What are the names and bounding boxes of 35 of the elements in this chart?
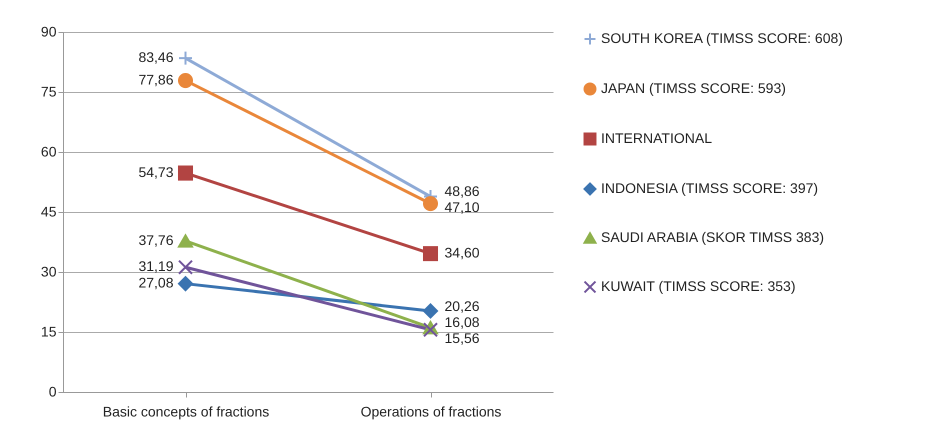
y-tick-label: 15 (40, 324, 57, 340)
x-tick-label: Basic concepts of fractions (102, 404, 270, 420)
point (178, 50, 194, 66)
y-tick-label: 30 (40, 264, 57, 280)
data-label: 83,46 (138, 49, 174, 66)
data-label: 16,08 (444, 314, 480, 330)
data-label: 15,56 (444, 330, 480, 346)
point (178, 276, 194, 292)
data-label: 47,10 (444, 199, 480, 216)
y-tick-label: 0 (48, 384, 57, 400)
point (422, 246, 438, 262)
data-label: 27,08 (138, 274, 174, 291)
legend-label: SOUTH KOREA (TIMSS SCORE: 608) (601, 30, 843, 46)
legend-label: INTERNATIONAL (601, 130, 712, 146)
point (178, 260, 194, 275)
point (422, 303, 438, 318)
y-tick-label: 75 (40, 84, 57, 100)
point (422, 196, 438, 212)
data-label: 54,73 (138, 164, 174, 180)
legend-label: INDONESIA (TIMSS SCORE: 397) (601, 180, 818, 196)
point (178, 73, 194, 88)
legend-label: SAUDI ARABIA (SKOR TIMSS 383) (601, 229, 824, 245)
y-tick-label: 45 (40, 204, 57, 220)
legend-label: JAPAN (TIMSS SCORE: 593) (601, 80, 786, 96)
data-label: 77,86 (138, 72, 174, 88)
y-tick-label: 60 (40, 144, 57, 160)
data-label: 31,19 (138, 258, 174, 274)
legend-label: KUWAIT (TIMSS SCORE: 353) (601, 278, 796, 294)
data-label: 20,26 (444, 298, 480, 314)
y-tick-label: 90 (40, 24, 57, 40)
x-tick-label: Operations of fractions (360, 404, 502, 420)
data-label: 34,60 (444, 244, 480, 261)
data-label: 48,86 (444, 183, 480, 200)
point (178, 166, 194, 181)
data-label: 37,76 (138, 232, 174, 248)
